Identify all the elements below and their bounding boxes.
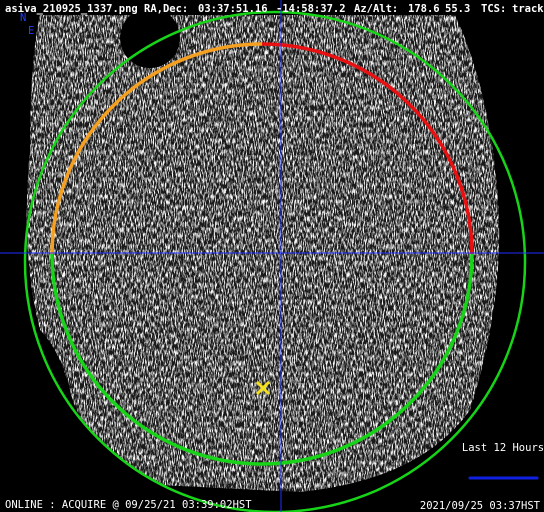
tcs-label: TCS:: [481, 3, 506, 15]
track-arc-mid: [50, 42, 263, 255]
track-arc-old: [261, 42, 474, 255]
status-line: ONLINE : ACQUIRE @ 09/25/21 03:39:02HST: [5, 499, 252, 511]
az-value: 178.6: [408, 3, 440, 15]
dec-value: -14:58:37.2: [276, 3, 346, 15]
target-marker: [255, 380, 271, 396]
radec-label: RA,Dec:: [144, 3, 188, 15]
tcs-value: track: [512, 3, 544, 15]
mask-blob: [120, 8, 180, 68]
file-name: asiva_210925_1337.png: [5, 3, 138, 15]
azalt-label: Az/Alt:: [354, 3, 398, 15]
ra-value: 03:37:51.16: [198, 3, 268, 15]
compass-east: E: [28, 25, 34, 37]
track-arc-recent: [50, 253, 263, 466]
alt-value: 55.3: [445, 3, 470, 15]
track-arc-recent: [261, 253, 474, 466]
timestamp: 2021/09/25 03:37HST: [420, 500, 541, 512]
legend-label: Last 12 Hours: [462, 442, 544, 454]
compass-north: N: [20, 12, 26, 24]
horizon-circle: [23, 10, 527, 512]
